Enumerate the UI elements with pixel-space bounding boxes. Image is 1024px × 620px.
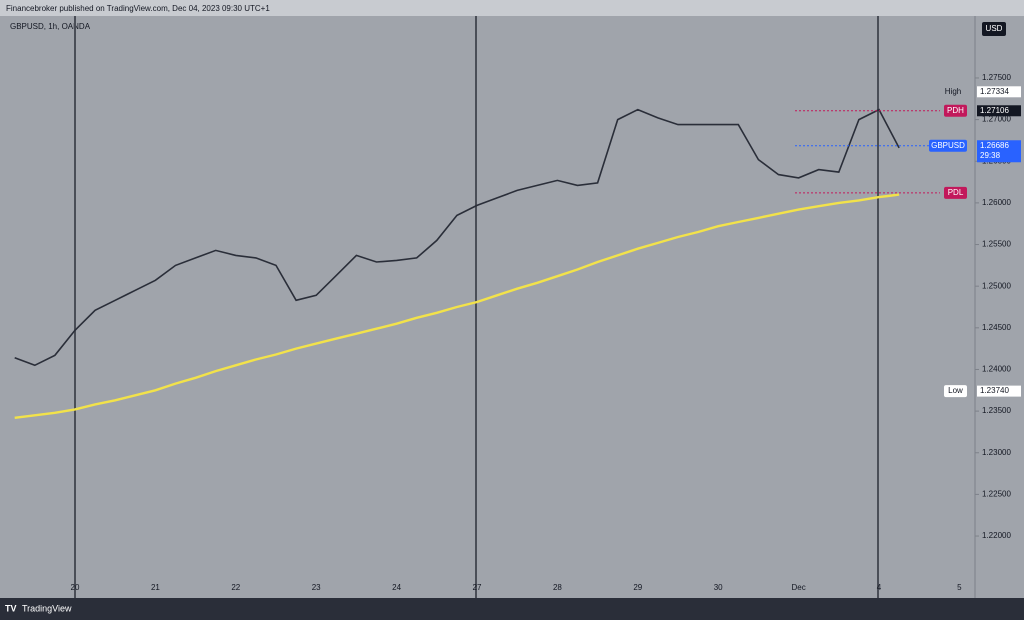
price-line (14, 108, 900, 367)
marker-box (977, 105, 1021, 117)
marker-tag (944, 186, 967, 199)
x-tick-label: 23 (312, 583, 321, 592)
y-tick-label: 1.23000 (982, 448, 1011, 457)
marker-name: Low (948, 386, 963, 395)
marker-name: PDH (947, 106, 964, 115)
y-tick-label: 1.26000 (982, 198, 1011, 207)
x-tick-label: 29 (633, 583, 642, 592)
marker-value: 1.27106 (980, 106, 1009, 115)
marker-box (977, 140, 1021, 163)
x-tick-label: 4 (877, 583, 882, 592)
marker-value: 1.27334 (980, 87, 1009, 96)
y-tick-label: 1.25500 (982, 240, 1011, 249)
price-line (14, 193, 900, 419)
y-tick-label: 1.22000 (982, 531, 1011, 540)
y-tick-label: 1.24500 (982, 323, 1011, 332)
marker-tag (929, 139, 967, 152)
x-tick-label: 30 (714, 583, 723, 592)
x-tick-label: 24 (392, 583, 401, 592)
marker-tag (944, 104, 967, 117)
x-tick-label: 20 (71, 583, 80, 592)
y-tick-label: 1.24000 (982, 365, 1011, 374)
marker-sub: 29:38 (980, 151, 1001, 160)
brand: TradingView (22, 603, 72, 613)
x-tick-label: 22 (231, 583, 240, 592)
x-tick-label: 21 (151, 583, 160, 592)
x-tick-label: 5 (957, 583, 962, 592)
currency-box (982, 22, 1006, 36)
marker-box (977, 385, 1021, 397)
y-tick-label: 1.27000 (982, 115, 1011, 124)
y-tick-label: 1.22500 (982, 490, 1011, 499)
marker-box (977, 86, 1021, 98)
marker-value: 1.26686 (980, 141, 1009, 150)
y-tick-label: 1.25000 (982, 281, 1011, 290)
publisher: Financebroker published on TradingView.c… (6, 4, 270, 13)
currency: USD (986, 24, 1003, 33)
x-tick-label: Dec (791, 583, 805, 592)
x-tick-label: 27 (473, 583, 482, 592)
marker-name: High (945, 87, 961, 96)
y-tick-label: 1.27500 (982, 73, 1011, 82)
marker-name: PDL (948, 188, 964, 197)
marker-value: 1.23740 (980, 386, 1009, 395)
header-bar (0, 0, 1024, 16)
footer-bar (0, 598, 1024, 620)
marker-tag (944, 385, 967, 398)
x-tick-label: 28 (553, 583, 562, 592)
y-tick-label: 1.23500 (982, 406, 1011, 415)
marker-name: GBPUSD (931, 141, 965, 150)
brand-logo: TV (5, 603, 17, 613)
chart-title: GBPUSD, 1h, OANDA (10, 22, 91, 31)
